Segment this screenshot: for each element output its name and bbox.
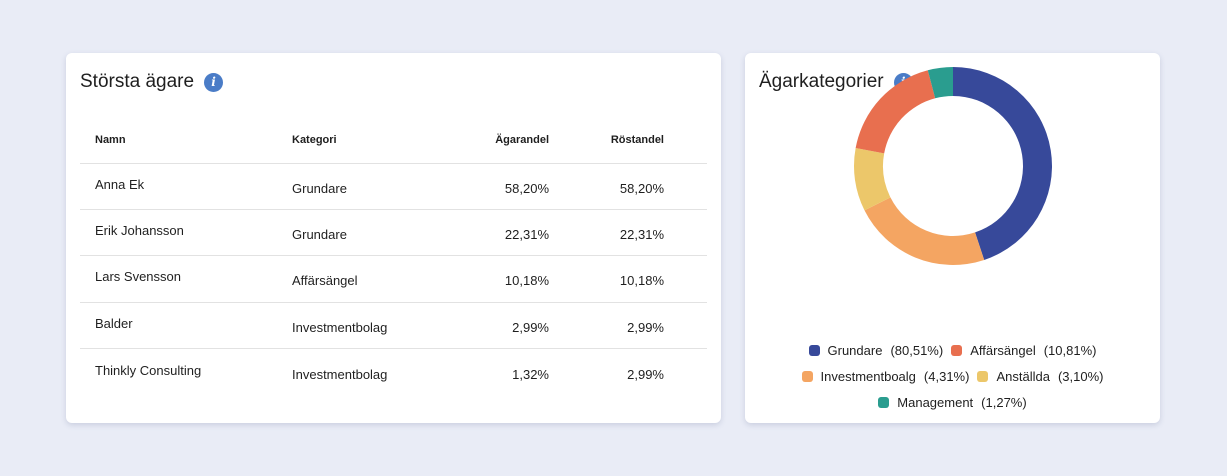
row-spacer: [664, 209, 707, 257]
column-header-name[interactable]: Namn: [80, 117, 292, 164]
legend-percent: (1,27%): [981, 394, 1027, 410]
owner-votes: 2,99%: [549, 304, 664, 352]
owner-votes: 58,20%: [549, 165, 664, 212]
owner-category: Investmentbolag: [292, 366, 388, 382]
row-spacer: [664, 302, 707, 350]
table-row: Lars Svensson Affärsängel 10,18% 10,18%: [80, 253, 707, 305]
legend-swatch: [977, 370, 989, 382]
owner-category: Grundare: [292, 211, 438, 259]
column-spacer: [664, 117, 707, 164]
legend-percent: (80,51%): [890, 342, 944, 358]
owner-category: Investmentbolag: [292, 304, 438, 352]
owner-ownership: 22,31%: [438, 211, 549, 259]
owner-votes: 22,31%: [549, 211, 664, 259]
owner-ownership: 2,99%: [438, 304, 549, 352]
donut-slice-affärsängel[interactable]: [855, 70, 936, 154]
largest-owners-card: Största ägare i Namn Kategori Ägarandel …: [66, 53, 721, 423]
chart-legend: Grundare (80,51%) Affärsängel (10,81%) I…: [745, 337, 1160, 415]
legend-label: Grundare: [827, 342, 883, 358]
owner-category: Grundare: [292, 165, 438, 212]
legend-item-affarsangel[interactable]: Affärsängel (10,81%): [951, 343, 1096, 358]
legend-row: Grundare (80,51%) Affärsängel (10,81%): [745, 337, 1160, 363]
legend-percent: (10,81%): [1043, 342, 1097, 358]
owner-name: Erik Johansson: [80, 207, 292, 255]
legend-label: Anställda: [996, 368, 1050, 384]
categories-card-title: Ägarkategorier: [759, 71, 884, 92]
owner-ownership: 1,32%: [512, 366, 549, 382]
owner-category: Affärsängel: [292, 257, 438, 305]
row-spacer: [664, 349, 707, 395]
legend-label: Affärsängel: [970, 342, 1036, 358]
legend-label: Management: [897, 394, 974, 410]
table-row: Erik Johansson Grundare 22,31% 22,31%: [80, 207, 707, 259]
legend-swatch: [878, 396, 890, 408]
row-spacer: [664, 255, 707, 303]
legend-swatch: [801, 370, 813, 382]
owner-name: Anna Ek: [80, 161, 292, 208]
donut-slice-grundare[interactable]: [953, 67, 1052, 260]
legend-row: Investmentboalg (4,31%) Anställda (3,10%…: [745, 363, 1160, 389]
row-spacer: [664, 163, 707, 210]
legend-percent: (4,31%): [923, 368, 970, 384]
table-header-row: Namn Kategori Ägarandel Röstandel: [80, 117, 707, 164]
owners-card-title: Största ägare: [80, 71, 195, 92]
legend-swatch: [808, 344, 820, 356]
info-icon[interactable]: i: [204, 72, 224, 92]
owner-name: Thinkly Consulting: [95, 362, 202, 378]
legend-item-management[interactable]: Management (1,27%): [878, 394, 1027, 410]
donut-slice-investmentboalg[interactable]: [864, 197, 985, 265]
owners-table: Namn Kategori Ägarandel Röstandel Anna E…: [80, 117, 707, 395]
legend-item-anstallda[interactable]: Anställda (3,10%): [977, 369, 1103, 384]
table-row: Thinkly Consulting Investmentbolag 1,32%…: [80, 349, 707, 395]
owner-name: Lars Svensson: [80, 253, 292, 301]
donut-slice-anställda[interactable]: [854, 148, 891, 211]
owner-votes: 2,99%: [627, 366, 664, 382]
owner-ownership: 10,18%: [438, 257, 549, 305]
owner-ownership: 58,20%: [438, 165, 549, 212]
owner-categories-card: Ägarkategorier i Grundare (80,51%) Affär…: [745, 53, 1160, 423]
owner-name: Balder: [80, 300, 292, 348]
column-header-votes[interactable]: Röstandel: [549, 117, 664, 164]
column-header-ownership[interactable]: Ägarandel: [438, 117, 549, 164]
legend-label: Investmentboalg: [820, 368, 916, 384]
table-row: Balder Investmentbolag 2,99% 2,99%: [80, 300, 707, 352]
donut-slice-management[interactable]: [927, 67, 953, 99]
legend-item-investmentbolag[interactable]: Investmentboalg (4,31%): [801, 368, 970, 384]
legend-swatch: [951, 344, 963, 356]
donut-chart: [854, 67, 1052, 265]
owner-votes: 10,18%: [549, 257, 664, 305]
legend-item-grundare[interactable]: Grundare (80,51%): [808, 342, 944, 358]
owners-card-header: Största ägare i: [80, 71, 224, 93]
legend-percent: (3,10%): [1057, 368, 1104, 384]
column-header-category[interactable]: Kategori: [292, 117, 438, 164]
legend-row: Management (1,27%): [745, 389, 1160, 415]
table-row: Anna Ek Grundare 58,20% 58,20%: [80, 161, 707, 212]
